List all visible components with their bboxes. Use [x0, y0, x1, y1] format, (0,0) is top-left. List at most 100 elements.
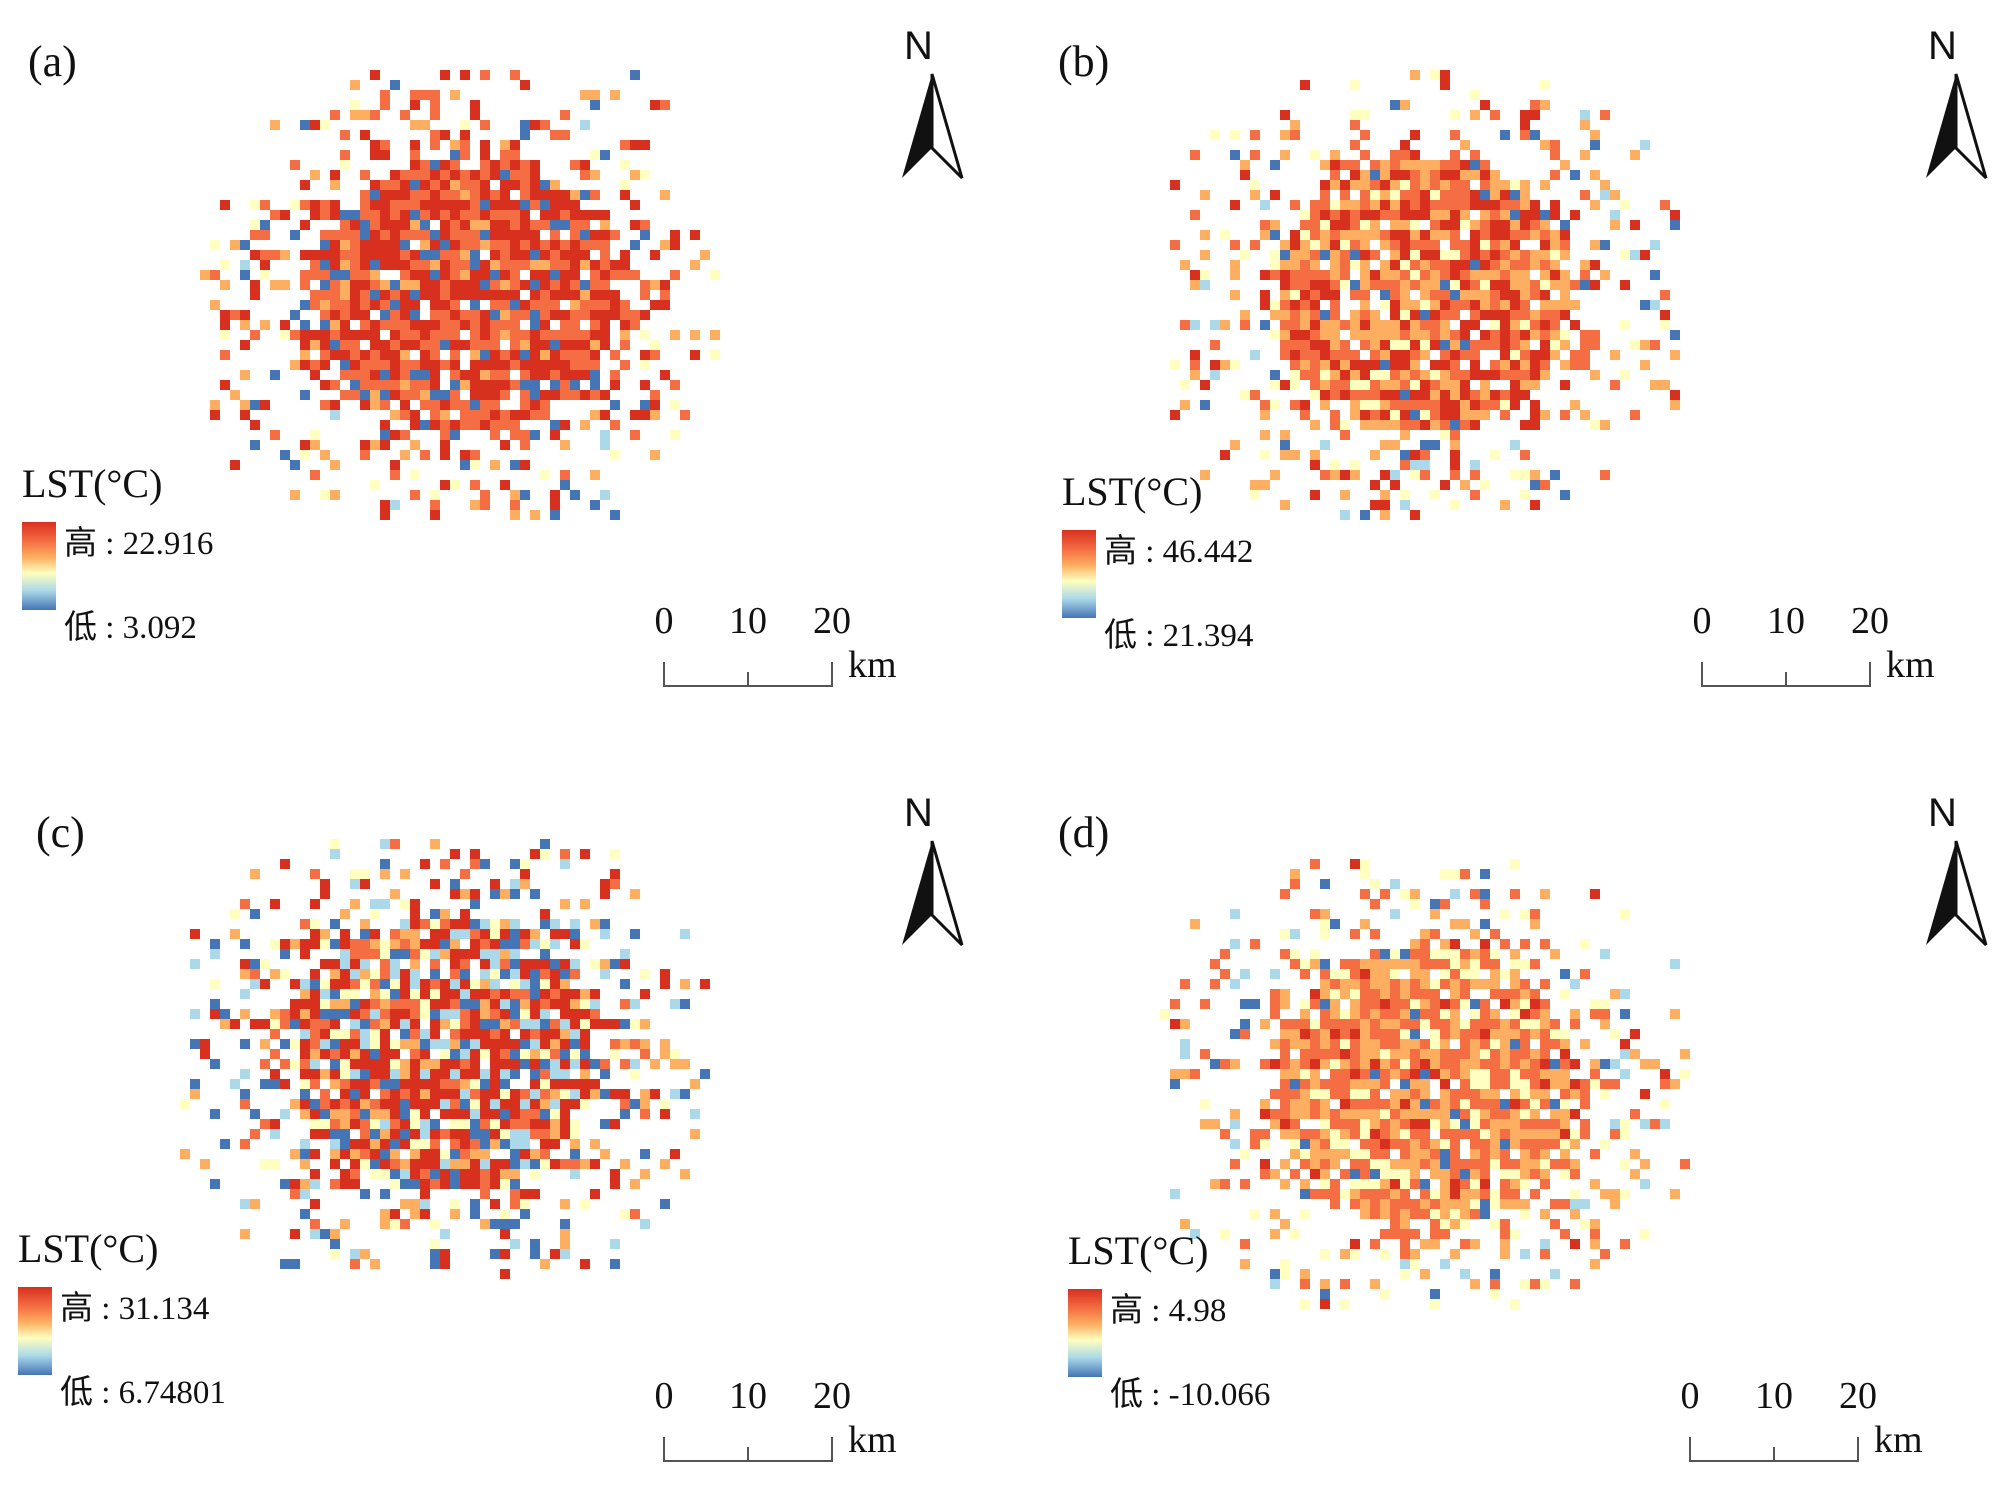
lst-raster-cell — [340, 150, 350, 160]
lst-raster-cell — [1350, 969, 1360, 979]
lst-raster-cell — [1460, 1219, 1470, 1229]
lst-raster-cell — [560, 270, 570, 280]
lst-raster-cell — [1310, 370, 1320, 380]
lst-raster-cell — [1430, 1239, 1440, 1249]
lst-raster-cell — [640, 410, 650, 420]
lst-raster-cell — [330, 1159, 340, 1169]
lst-raster-cell — [460, 290, 470, 300]
lst-raster-cell — [380, 949, 390, 959]
lst-raster-cell — [470, 250, 480, 260]
lst-raster-cell — [440, 340, 450, 350]
lst-raster-cell — [1430, 410, 1440, 420]
lst-raster-cell — [540, 350, 550, 360]
lst-raster-cell — [1520, 1129, 1530, 1139]
lst-raster-cell — [1460, 919, 1470, 929]
lst-raster-cell — [260, 979, 270, 989]
lst-raster-cell — [670, 1149, 680, 1159]
lst-raster-cell — [1470, 200, 1480, 210]
lst-raster-cell — [1370, 340, 1380, 350]
lst-raster-cell — [1370, 250, 1380, 260]
lst-raster-cell — [450, 1039, 460, 1049]
lst-raster-cell — [310, 300, 320, 310]
lst-raster-cell — [320, 400, 330, 410]
lst-raster-cell — [660, 190, 670, 200]
lst-raster-cell — [430, 250, 440, 260]
lst-raster-cell — [450, 370, 460, 380]
lst-raster-cell — [1490, 1079, 1500, 1089]
lst-raster-cell — [1360, 130, 1370, 140]
lst-raster-cell — [260, 1019, 270, 1029]
lst-raster-cell — [540, 1109, 550, 1119]
lst-raster-cell — [440, 440, 450, 450]
lst-raster-cell — [1550, 330, 1560, 340]
lst-raster-cell — [1390, 320, 1400, 330]
lst-raster-cell — [360, 949, 370, 959]
lst-raster-cell — [1400, 949, 1410, 959]
lst-raster-cell — [1570, 320, 1580, 330]
lst-raster-cell — [1470, 170, 1480, 180]
lst-raster-cell — [1360, 979, 1370, 989]
lst-raster-cell — [300, 1039, 310, 1049]
lst-raster-cell — [1430, 899, 1440, 909]
lst-raster-cell — [1460, 1029, 1470, 1039]
lst-raster-cell — [1370, 320, 1380, 330]
lst-raster-cell — [390, 190, 400, 200]
lst-raster-cell — [480, 1149, 490, 1159]
lst-raster-cell — [1550, 1269, 1560, 1279]
lst-raster-cell — [330, 1179, 340, 1189]
lst-raster-cell — [1520, 1019, 1530, 1029]
lst-raster-cell — [470, 899, 480, 909]
lst-raster-cell — [1570, 979, 1580, 989]
lst-raster-cell — [560, 320, 570, 330]
lst-raster-cell — [550, 180, 560, 190]
lst-raster-cell — [1480, 1119, 1490, 1129]
lst-raster-cell — [1300, 290, 1310, 300]
lst-raster-cell — [500, 150, 510, 160]
lst-raster-cell — [1350, 1109, 1360, 1119]
lst-raster-cell — [1370, 210, 1380, 220]
lst-raster-cell — [1270, 310, 1280, 320]
lst-raster-cell — [1450, 190, 1460, 200]
lst-raster-cell — [1460, 1099, 1470, 1109]
lst-raster-cell — [1510, 1109, 1520, 1119]
lst-raster-cell — [300, 1179, 310, 1189]
lst-raster-cell — [1320, 1079, 1330, 1089]
lst-raster-cell — [1400, 290, 1410, 300]
lst-raster-cell — [390, 1059, 400, 1069]
lst-raster-cell — [340, 1089, 350, 1099]
lst-raster-cell — [400, 949, 410, 959]
lst-raster-cell — [210, 999, 220, 1009]
lst-raster-cell — [1600, 1139, 1610, 1149]
lst-raster-cell — [390, 1009, 400, 1019]
lst-raster-cell — [1310, 390, 1320, 400]
lst-raster-cell — [180, 1099, 190, 1109]
lst-raster-cell — [1400, 400, 1410, 410]
lst-raster-cell — [490, 380, 500, 390]
lst-raster-cell — [1450, 390, 1460, 400]
lst-raster-cell — [1600, 190, 1610, 200]
lst-raster-cell — [1440, 220, 1450, 230]
lst-raster-cell — [320, 380, 330, 390]
lst-raster-cell — [250, 440, 260, 450]
lst-raster-cell — [250, 1199, 260, 1209]
lst-raster-cell — [490, 969, 500, 979]
lst-raster-cell — [1380, 1079, 1390, 1089]
lst-raster-cell — [530, 250, 540, 260]
lst-raster-cell — [570, 260, 580, 270]
lst-raster-cell — [1290, 340, 1300, 350]
lst-raster-cell — [1350, 170, 1360, 180]
lst-raster-cell — [490, 350, 500, 360]
lst-raster-cell — [350, 1119, 360, 1129]
lst-raster-cell — [1400, 1009, 1410, 1019]
lst-raster-cell — [620, 1109, 630, 1119]
lst-raster-cell — [1550, 210, 1560, 220]
lst-raster-cell — [400, 919, 410, 929]
lst-raster-cell — [590, 989, 600, 999]
lst-raster-cell — [1360, 200, 1370, 210]
lst-raster-cell — [1300, 959, 1310, 969]
lst-raster-cell — [560, 130, 570, 140]
lst-raster-cell — [1400, 1059, 1410, 1069]
lst-raster-cell — [1380, 1179, 1390, 1189]
lst-raster-cell — [580, 120, 590, 130]
lst-raster-cell — [1390, 420, 1400, 430]
